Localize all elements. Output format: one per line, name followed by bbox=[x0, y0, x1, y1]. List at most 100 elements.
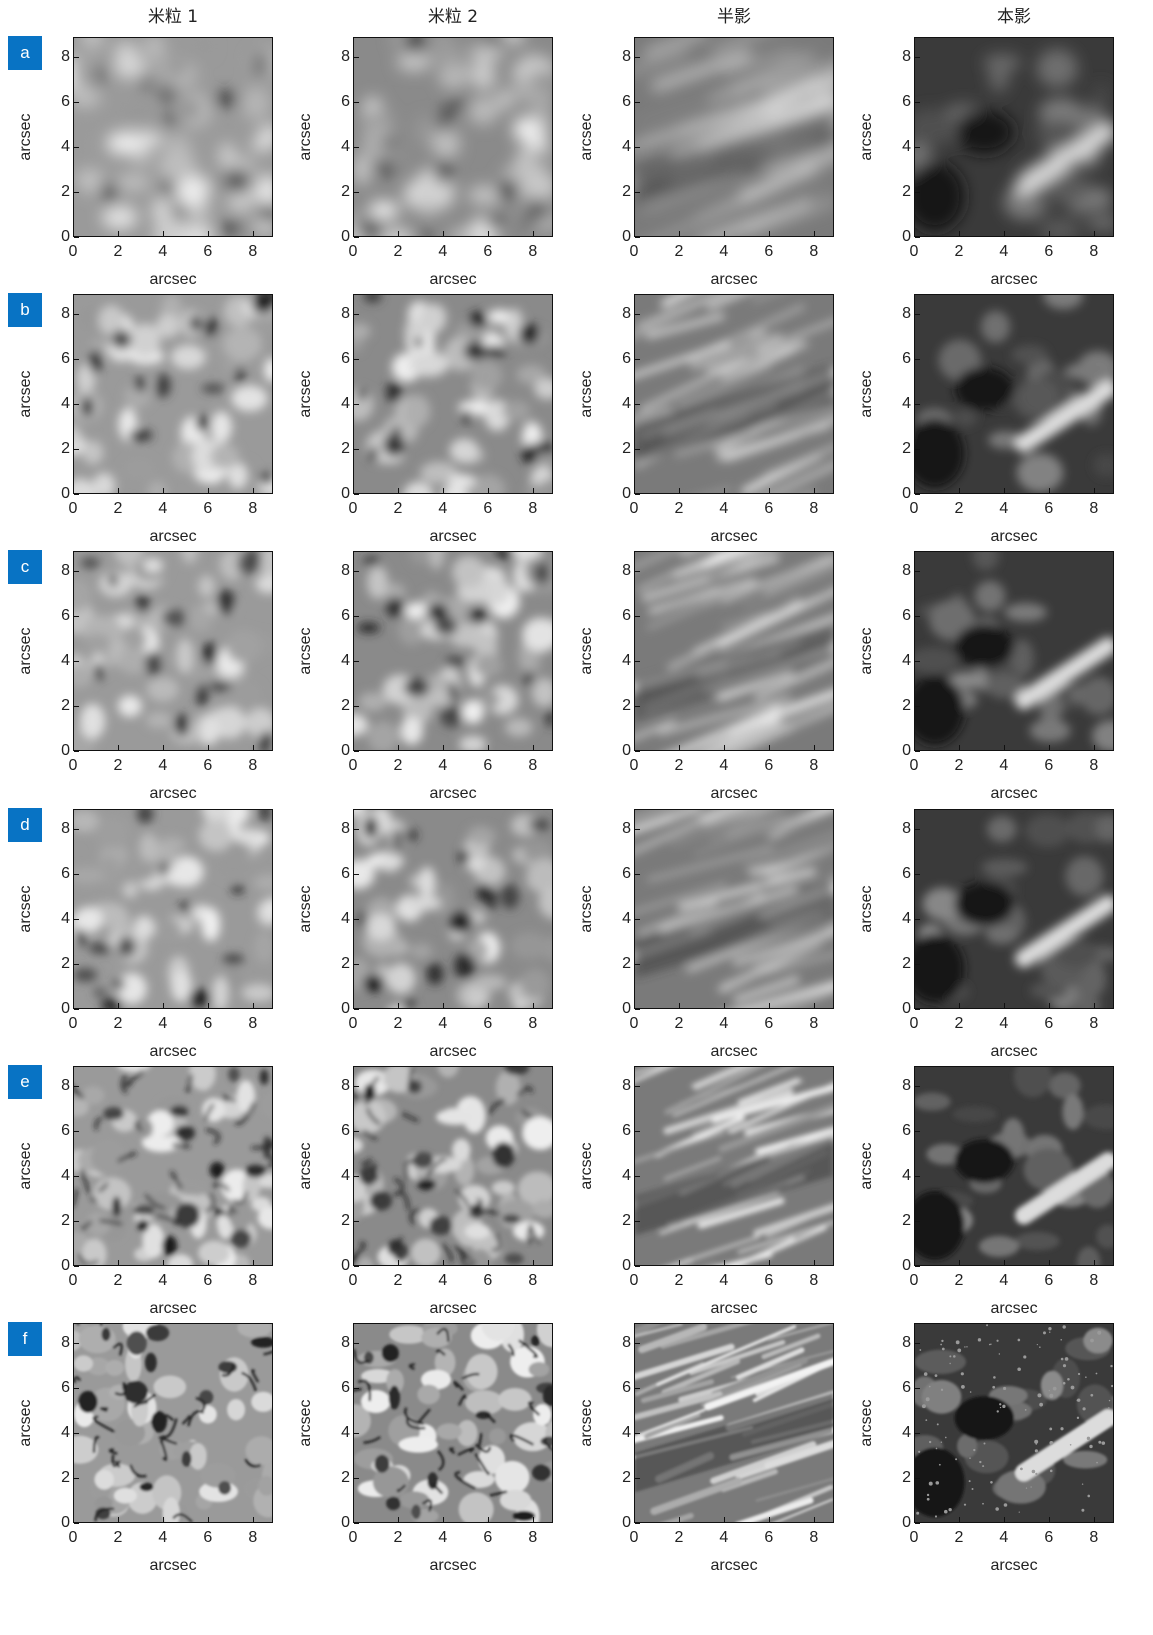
y-tick-mark bbox=[354, 1086, 359, 1088]
x-tick-mark bbox=[397, 745, 399, 750]
x-tick-label: 4 bbox=[999, 1272, 1009, 1289]
y-tick-mark bbox=[74, 1176, 79, 1178]
x-tick-label: 8 bbox=[1089, 757, 1099, 774]
x-tick-mark bbox=[634, 1260, 635, 1265]
x-axis-label: arcsec bbox=[429, 1300, 477, 1317]
y-tick-label: 0 bbox=[622, 1000, 631, 1017]
y-tick-label: 4 bbox=[902, 138, 911, 156]
x-tick-mark bbox=[958, 745, 960, 750]
y-tick-mark bbox=[635, 964, 640, 966]
y-tick-mark bbox=[74, 237, 79, 238]
image-panel: arcsec arcsec 0 0 2 2 4 4 6 6 8 8 bbox=[855, 37, 1135, 305]
x-tick-label: 8 bbox=[809, 757, 819, 774]
x-tick-label: 0 bbox=[348, 243, 358, 260]
x-tick-mark bbox=[958, 1003, 960, 1008]
image-panel: arcsec arcsec 0 0 2 2 4 4 6 6 8 8 bbox=[14, 294, 294, 562]
y-tick-mark bbox=[635, 874, 640, 876]
image-panel: arcsec arcsec 0 0 2 2 4 4 6 6 8 8 bbox=[14, 1066, 294, 1334]
solar-image bbox=[914, 551, 1114, 751]
y-tick-mark bbox=[354, 616, 359, 618]
x-tick-mark bbox=[353, 1260, 354, 1265]
y-tick-mark bbox=[915, 1131, 920, 1133]
x-tick-mark bbox=[958, 1517, 960, 1522]
x-tick-label: 2 bbox=[113, 757, 123, 774]
x-tick-mark bbox=[207, 1003, 209, 1008]
y-tick-mark bbox=[635, 1131, 640, 1133]
y-axis-label: arcsec bbox=[575, 611, 599, 691]
x-axis-label: arcsec bbox=[429, 1043, 477, 1060]
y-tick-label: 0 bbox=[902, 742, 911, 759]
x-tick-mark bbox=[73, 745, 74, 750]
x-tick-mark bbox=[252, 745, 254, 750]
y-axis-label-text: arcsec bbox=[858, 1142, 875, 1190]
image-panel: arcsec arcsec 0 0 2 2 4 4 6 6 8 8 bbox=[14, 809, 294, 1077]
y-tick-label: 8 bbox=[902, 820, 911, 838]
x-tick-mark bbox=[353, 1517, 354, 1522]
y-tick-label: 6 bbox=[61, 93, 70, 111]
y-tick-label: 6 bbox=[341, 865, 350, 883]
x-tick-mark bbox=[914, 231, 915, 236]
y-axis-label: arcsec bbox=[575, 1383, 599, 1463]
y-tick-label: 8 bbox=[341, 305, 350, 323]
x-tick-mark bbox=[723, 745, 725, 750]
solar-image bbox=[914, 809, 1114, 1009]
x-tick-mark bbox=[397, 231, 399, 236]
x-tick-label: 8 bbox=[528, 757, 538, 774]
solar-image bbox=[914, 1066, 1114, 1266]
x-tick-label: 6 bbox=[483, 1015, 493, 1032]
y-tick-label: 4 bbox=[341, 1424, 350, 1442]
x-tick-mark bbox=[1093, 231, 1095, 236]
x-tick-mark bbox=[914, 745, 915, 750]
x-tick-label: 6 bbox=[203, 500, 213, 517]
x-tick-mark bbox=[813, 1003, 815, 1008]
y-tick-mark bbox=[354, 919, 359, 921]
y-tick-label: 2 bbox=[341, 440, 350, 458]
y-tick-label: 4 bbox=[61, 910, 70, 928]
x-tick-label: 2 bbox=[393, 1272, 403, 1289]
y-tick-mark bbox=[635, 751, 640, 752]
y-tick-label: 8 bbox=[902, 1077, 911, 1095]
y-tick-label: 4 bbox=[61, 138, 70, 156]
x-axis-label: arcsec bbox=[429, 1557, 477, 1574]
y-axis-label: arcsec bbox=[294, 611, 318, 691]
x-tick-label: 8 bbox=[1089, 243, 1099, 260]
x-axis-label: arcsec bbox=[149, 271, 197, 288]
y-axis-label-text: arcsec bbox=[17, 370, 34, 418]
x-tick-mark bbox=[1003, 745, 1005, 750]
x-axis-label: arcsec bbox=[149, 1300, 197, 1317]
x-axis-label: arcsec bbox=[990, 271, 1038, 288]
x-tick-label: 2 bbox=[674, 757, 684, 774]
y-tick-label: 8 bbox=[61, 1334, 70, 1352]
column-title: 米粒 1 bbox=[147, 7, 199, 27]
row-label-badge: b bbox=[8, 293, 42, 327]
solar-image bbox=[634, 37, 834, 237]
x-tick-label: 6 bbox=[483, 1272, 493, 1289]
x-tick-mark bbox=[678, 231, 680, 236]
y-tick-mark bbox=[354, 314, 359, 316]
y-axis-label: arcsec bbox=[855, 869, 879, 949]
y-tick-mark bbox=[635, 1343, 640, 1345]
x-tick-mark bbox=[73, 488, 74, 493]
y-tick-mark bbox=[915, 192, 920, 194]
x-tick-mark bbox=[207, 488, 209, 493]
y-tick-label: 2 bbox=[61, 955, 70, 973]
y-axis-label-text: arcsec bbox=[578, 370, 595, 418]
y-tick-label: 0 bbox=[341, 228, 350, 245]
y-tick-label: 4 bbox=[341, 652, 350, 670]
x-tick-mark bbox=[1003, 1260, 1005, 1265]
x-tick-mark bbox=[252, 1260, 254, 1265]
y-tick-mark bbox=[915, 919, 920, 921]
y-tick-label: 4 bbox=[622, 395, 631, 413]
x-tick-mark bbox=[117, 1003, 119, 1008]
y-tick-label: 4 bbox=[341, 395, 350, 413]
y-tick-mark bbox=[354, 449, 359, 451]
x-tick-mark bbox=[723, 488, 725, 493]
y-tick-mark bbox=[354, 706, 359, 708]
y-axis-label-text: arcsec bbox=[858, 113, 875, 161]
y-axis-label: arcsec bbox=[575, 354, 599, 434]
y-tick-label: 6 bbox=[622, 1122, 631, 1140]
y-tick-label: 4 bbox=[341, 138, 350, 156]
y-tick-mark bbox=[915, 494, 920, 495]
y-tick-label: 0 bbox=[902, 228, 911, 245]
